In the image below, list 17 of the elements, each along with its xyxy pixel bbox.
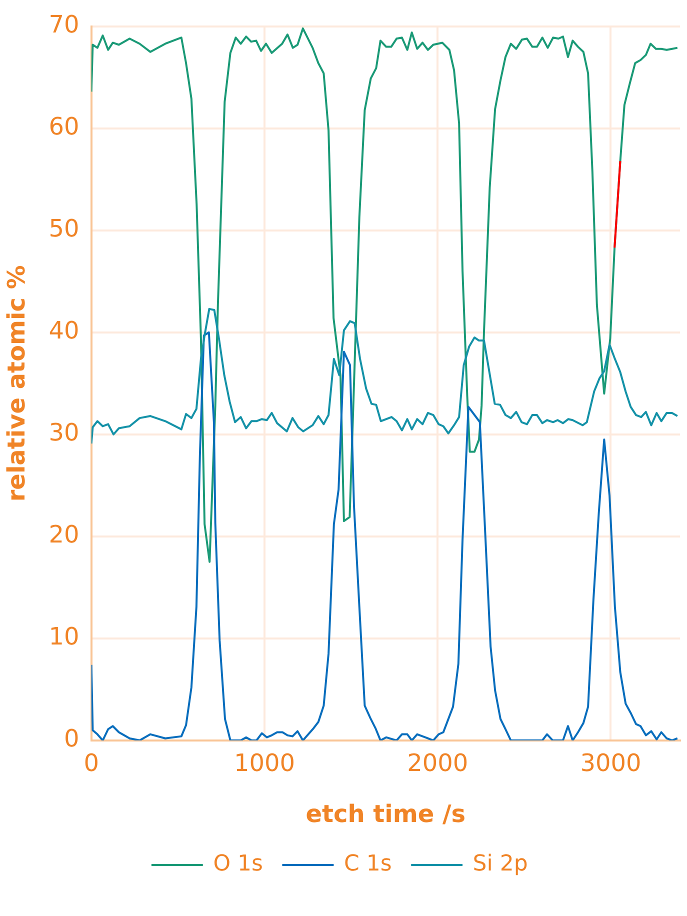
y-tick-label: 70 [48, 10, 80, 39]
y-tick-label: 40 [48, 316, 80, 345]
y-tick-label: 60 [48, 112, 80, 141]
y-axis-title: relative atomic % [2, 265, 31, 502]
legend-label: C 1s [344, 852, 392, 877]
legend-label: O 1s [213, 852, 263, 877]
x-tick-label: 0 [84, 749, 99, 778]
y-tick-label: 10 [48, 622, 80, 651]
y-tick-label: 50 [48, 214, 80, 243]
y-tick-label: 20 [48, 520, 80, 549]
y-tick-label: 0 [64, 724, 80, 753]
legend-label: Si 2p [472, 852, 528, 877]
x-tick-label: 2000 [407, 749, 468, 778]
x-axis-title: etch time /s [306, 800, 466, 828]
x-tick-label: 3000 [580, 749, 642, 778]
y-tick-label: 30 [48, 418, 80, 447]
x-tick-label: 1000 [234, 749, 296, 778]
